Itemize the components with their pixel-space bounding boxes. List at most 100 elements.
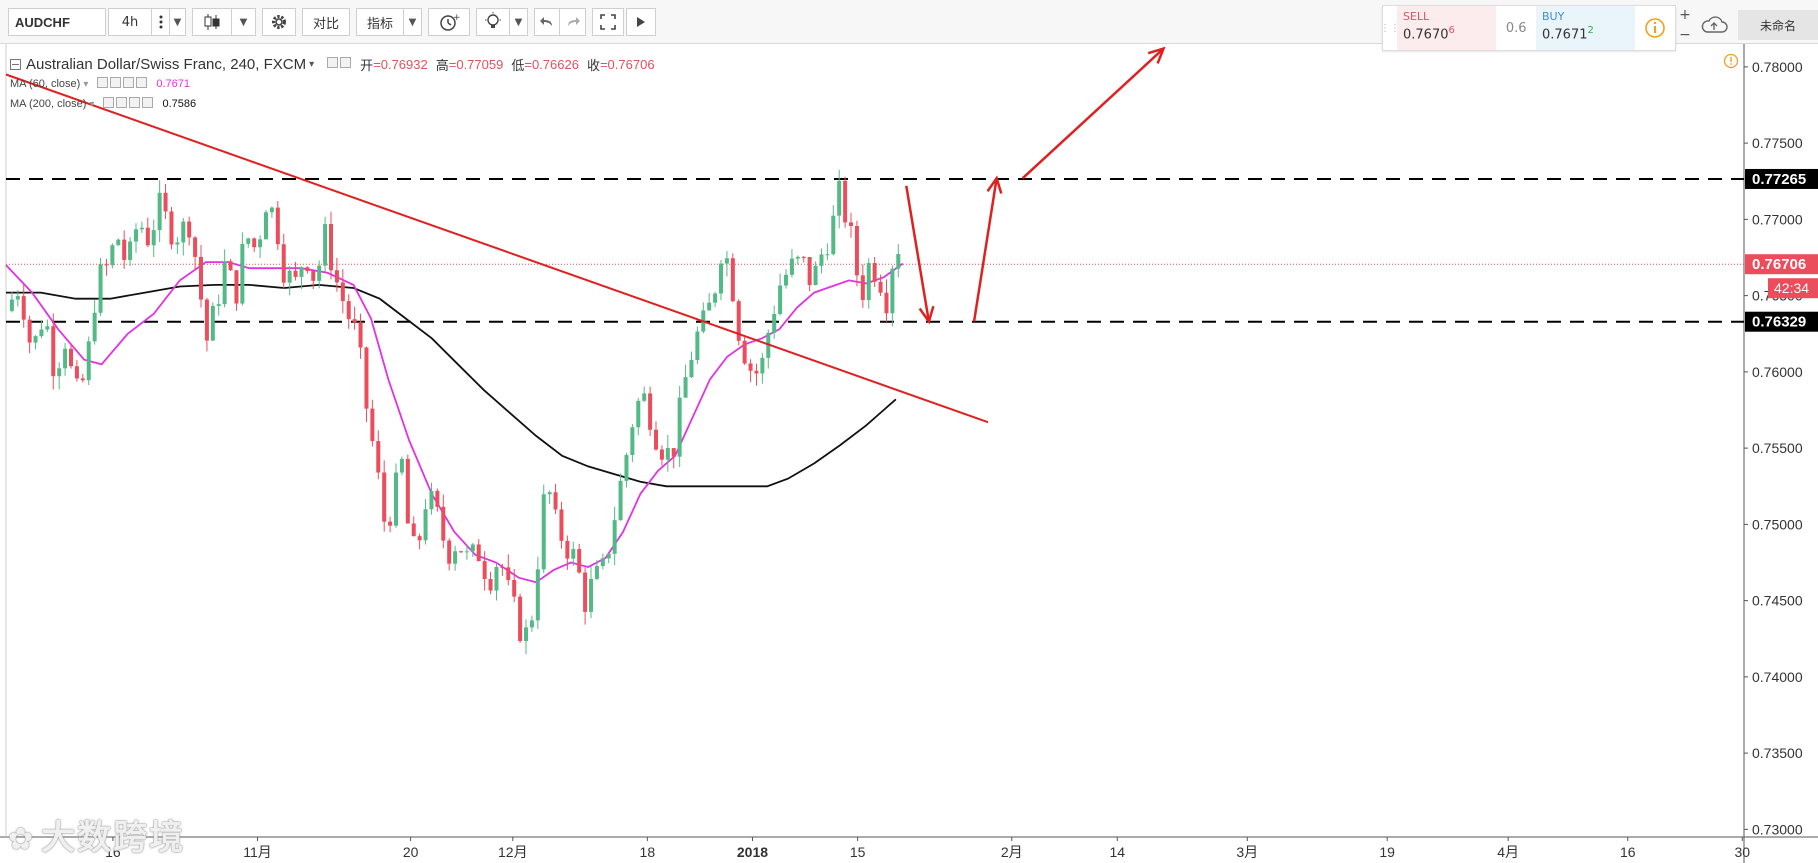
candle-body xyxy=(571,549,576,559)
candle-body xyxy=(340,282,345,302)
candle-body xyxy=(459,551,464,553)
candle-body xyxy=(151,230,156,246)
x-tick-label: 11月 xyxy=(243,844,272,860)
candle-body xyxy=(890,268,895,314)
spread-value: 0.6 xyxy=(1505,20,1527,36)
undo-icon[interactable] xyxy=(534,8,560,36)
trend-line xyxy=(5,73,989,424)
candle-body xyxy=(654,429,659,450)
candle-body xyxy=(831,215,836,255)
close-value: =0.76706 xyxy=(599,56,655,72)
buy-label: BUY xyxy=(1542,10,1565,23)
x-tick-label: 18 xyxy=(640,844,656,860)
indicators-dropdown-icon[interactable]: ▼ xyxy=(404,8,422,36)
candle-body xyxy=(15,296,20,300)
ma60-value: 0.7671 xyxy=(156,78,190,90)
candle-body xyxy=(104,264,109,266)
candle-body xyxy=(719,263,724,294)
ma200-value: 0.7586 xyxy=(162,98,197,110)
candle-body xyxy=(500,566,505,568)
arrow-head xyxy=(1147,46,1166,64)
replay-play-icon[interactable] xyxy=(626,8,656,36)
close-label: 收 xyxy=(586,57,600,73)
redo-icon[interactable] xyxy=(560,8,586,36)
series-dropdown-icon[interactable]: ▾ xyxy=(309,58,315,70)
candle-body xyxy=(199,256,204,300)
candle-body xyxy=(849,222,854,226)
candle-body xyxy=(896,254,901,269)
candle-body xyxy=(464,551,469,553)
candle-body xyxy=(394,472,399,526)
candle-body xyxy=(9,299,14,311)
countdown-tag: 42:34 xyxy=(1774,280,1809,296)
x-tick-label: 2018 xyxy=(737,844,768,860)
data-warning-icon[interactable] xyxy=(1723,53,1739,73)
candle-body xyxy=(139,227,144,230)
interval-dropdown-icon[interactable]: ▼ xyxy=(170,8,186,36)
more-intervals-icon[interactable] xyxy=(152,8,170,36)
sell-button[interactable]: SELL 0.76706 xyxy=(1397,6,1497,50)
plus-icon[interactable]: + xyxy=(1679,7,1691,23)
price-chart[interactable]: 0.780000.775000.770000.765000.760000.755… xyxy=(0,44,1818,863)
candle-body xyxy=(600,558,605,567)
indicators-button[interactable]: 指标 xyxy=(356,8,404,36)
candle-body xyxy=(730,258,735,302)
candle-body xyxy=(317,265,322,281)
layout-name-button[interactable]: 未命名 xyxy=(1738,10,1818,40)
candle-body xyxy=(382,472,387,522)
idea-lightbulb-icon[interactable] xyxy=(476,8,510,36)
series-settings-icon[interactable] xyxy=(326,55,352,73)
candle-body xyxy=(275,207,280,245)
open-label: 开 xyxy=(360,57,374,73)
chart-style-dropdown-icon[interactable]: ▼ xyxy=(232,8,256,36)
y-tick-label: 0.73500 xyxy=(1752,745,1803,761)
candle-body xyxy=(659,449,664,460)
candle-body xyxy=(86,341,91,381)
candle-body xyxy=(630,427,635,455)
minus-icon[interactable]: − xyxy=(1679,27,1691,43)
settings-gear-icon[interactable] xyxy=(262,8,296,36)
candle-body xyxy=(512,580,517,597)
cloud-save-icon[interactable] xyxy=(1696,10,1732,40)
candle-body xyxy=(187,221,192,238)
candle-body xyxy=(683,377,688,398)
idea-dropdown-icon[interactable]: ▼ xyxy=(510,8,528,36)
interval-button[interactable]: 4h xyxy=(108,8,152,36)
ma60-settings-icon[interactable] xyxy=(96,75,148,93)
candle-body xyxy=(441,506,446,541)
candle-body xyxy=(642,393,647,401)
candle-body xyxy=(789,258,794,275)
candle-body xyxy=(618,480,623,521)
candle-body xyxy=(843,180,848,223)
candle-body xyxy=(264,212,269,240)
symbol-search-input[interactable]: AUDCHF xyxy=(8,8,106,36)
candle-body xyxy=(524,627,529,642)
alert-clock-icon[interactable]: + xyxy=(428,8,470,36)
drag-handle-icon[interactable]: ⋮⋮ xyxy=(1380,22,1400,34)
candle-body xyxy=(246,238,251,244)
x-tick-label: 4月 xyxy=(1497,844,1519,860)
collapse-legend-icon[interactable] xyxy=(10,58,21,70)
buy-button[interactable]: BUY 0.76712 xyxy=(1536,6,1636,50)
chart-legend: Australian Dollar/Swiss Franc, 240, FXCM… xyxy=(10,54,655,114)
fullscreen-icon[interactable] xyxy=(592,8,624,36)
candles-style-icon[interactable] xyxy=(192,8,232,36)
current-price-tag-bg xyxy=(1745,254,1818,275)
candle-body xyxy=(163,192,168,212)
candle-body xyxy=(417,536,422,541)
candle-body xyxy=(228,261,233,271)
candle-body xyxy=(169,211,174,245)
candle-body xyxy=(323,224,328,266)
ma200-settings-icon[interactable] xyxy=(102,95,154,113)
candle-body xyxy=(488,579,493,591)
candle-body xyxy=(819,254,824,266)
candle-body xyxy=(589,578,594,612)
info-icon[interactable] xyxy=(1635,6,1675,50)
buy-pip: 2 xyxy=(1587,25,1594,36)
sell-pip: 6 xyxy=(1448,25,1455,36)
candle-body xyxy=(707,302,712,311)
candle-body xyxy=(872,263,877,282)
x-tick-label: 19 xyxy=(1379,844,1395,860)
candle-body xyxy=(193,237,198,257)
compare-button[interactable]: 对比 xyxy=(302,8,350,36)
